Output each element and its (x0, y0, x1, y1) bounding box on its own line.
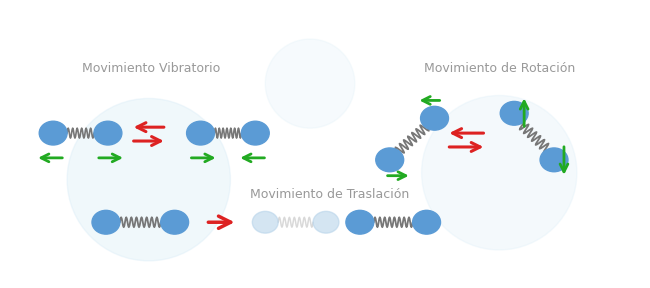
Ellipse shape (540, 148, 568, 172)
Ellipse shape (187, 121, 214, 145)
Circle shape (67, 98, 230, 261)
Text: Movimiento Vibratorio: Movimiento Vibratorio (82, 62, 220, 75)
Ellipse shape (252, 211, 278, 233)
Ellipse shape (39, 121, 67, 145)
Text: Movimiento de Traslación: Movimiento de Traslación (250, 188, 410, 201)
Ellipse shape (421, 106, 448, 130)
Ellipse shape (241, 121, 269, 145)
Text: Movimiento de Rotación: Movimiento de Rotación (424, 62, 575, 75)
Ellipse shape (92, 210, 120, 234)
Ellipse shape (376, 148, 404, 172)
Ellipse shape (313, 211, 339, 233)
Circle shape (265, 39, 355, 128)
Ellipse shape (500, 101, 528, 125)
Ellipse shape (94, 121, 122, 145)
Ellipse shape (346, 210, 374, 234)
Circle shape (422, 96, 577, 250)
Ellipse shape (161, 210, 188, 234)
Ellipse shape (413, 210, 441, 234)
